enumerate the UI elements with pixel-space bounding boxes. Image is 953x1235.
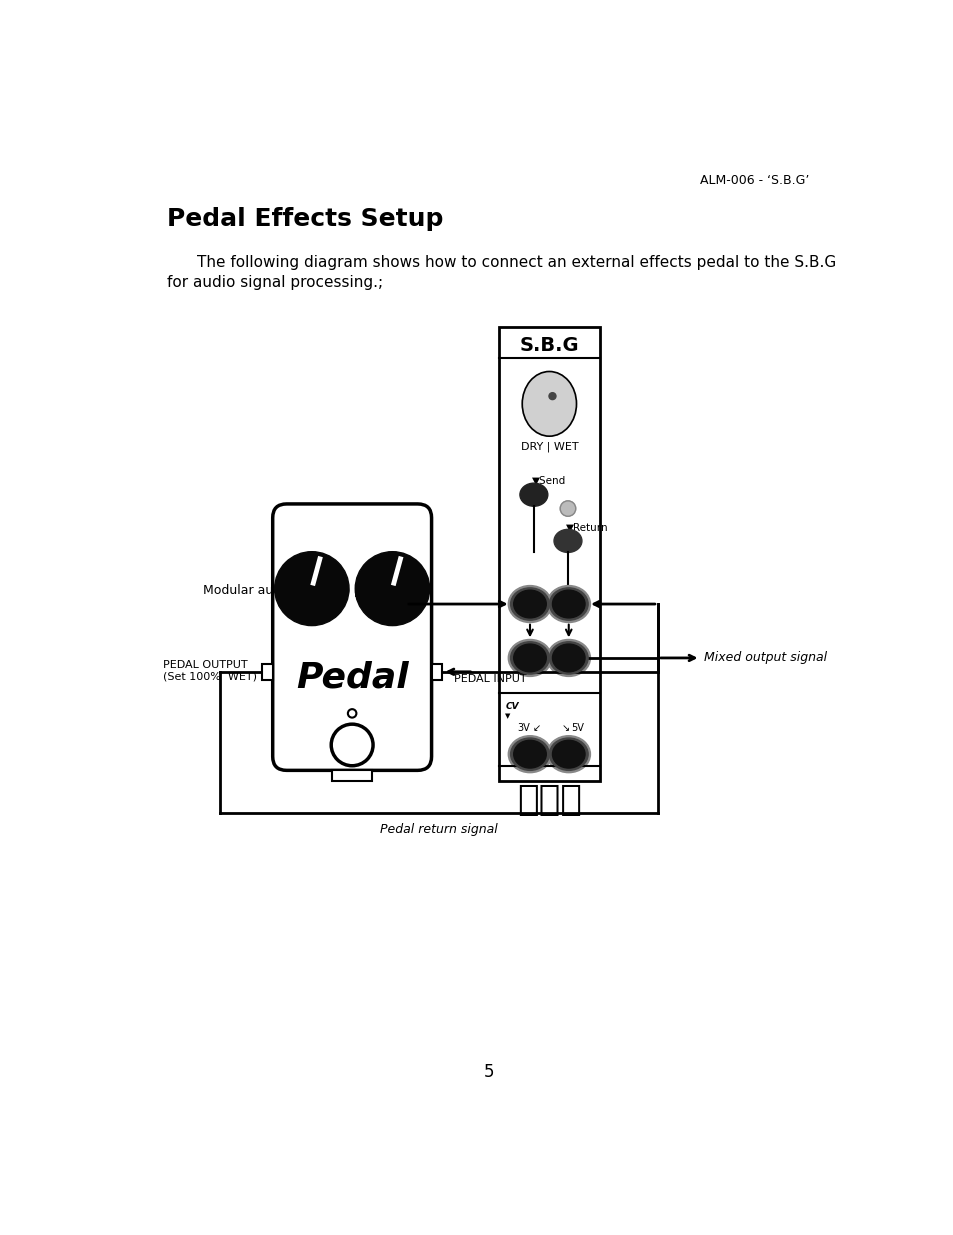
- Ellipse shape: [510, 642, 549, 674]
- Text: Modular audio signal to process: Modular audio signal to process: [203, 584, 402, 597]
- Text: The following diagram shows how to connect an external effects pedal to the S.B.: The following diagram shows how to conne…: [196, 254, 835, 269]
- Circle shape: [355, 552, 429, 626]
- Text: for audio signal processing.;: for audio signal processing.;: [167, 275, 383, 290]
- Ellipse shape: [513, 645, 546, 672]
- Text: ▼Return: ▼Return: [566, 522, 608, 532]
- Bar: [431, 664, 442, 679]
- Ellipse shape: [546, 640, 590, 677]
- Text: ↘: ↘: [561, 722, 569, 734]
- Ellipse shape: [546, 585, 590, 622]
- Ellipse shape: [510, 739, 549, 771]
- Circle shape: [548, 393, 556, 400]
- Ellipse shape: [546, 736, 590, 773]
- Text: Pedal Effects Setup: Pedal Effects Setup: [167, 207, 443, 231]
- Ellipse shape: [519, 483, 547, 506]
- Ellipse shape: [513, 590, 546, 618]
- Text: PEDAL INPUT: PEDAL INPUT: [454, 674, 526, 684]
- Ellipse shape: [549, 642, 587, 674]
- Text: 5V: 5V: [571, 722, 584, 734]
- Text: 𝓐𝓵𝓶: 𝓐𝓵𝓶: [517, 783, 581, 818]
- Ellipse shape: [552, 740, 584, 768]
- Text: CV: CV: [505, 701, 518, 711]
- Circle shape: [559, 501, 575, 516]
- Text: ↙: ↙: [532, 722, 539, 734]
- Ellipse shape: [549, 588, 587, 620]
- Text: S.B.G: S.B.G: [519, 336, 578, 354]
- Ellipse shape: [554, 530, 581, 552]
- Text: DRY | WET: DRY | WET: [520, 442, 578, 452]
- Ellipse shape: [510, 588, 549, 620]
- Ellipse shape: [521, 372, 576, 436]
- Ellipse shape: [508, 736, 551, 773]
- Ellipse shape: [508, 585, 551, 622]
- Ellipse shape: [508, 640, 551, 677]
- Ellipse shape: [513, 740, 546, 768]
- Text: Pedal return signal: Pedal return signal: [379, 824, 497, 836]
- Text: PEDAL OUTPUT
(Set 100%  WET): PEDAL OUTPUT (Set 100% WET): [163, 661, 257, 682]
- Bar: [332, 771, 372, 782]
- Ellipse shape: [552, 645, 584, 672]
- Text: 3V: 3V: [517, 722, 530, 734]
- Circle shape: [274, 552, 349, 626]
- Text: Pedal: Pedal: [295, 661, 408, 694]
- Text: ▼Send: ▼Send: [532, 477, 566, 487]
- FancyBboxPatch shape: [273, 504, 431, 771]
- Bar: [498, 327, 599, 782]
- Text: 5: 5: [483, 1063, 494, 1081]
- Ellipse shape: [552, 590, 584, 618]
- Text: ALM-006 - ‘S.B.G’: ALM-006 - ‘S.B.G’: [699, 174, 808, 186]
- Text: ▼: ▼: [505, 713, 510, 719]
- Ellipse shape: [549, 739, 587, 771]
- Text: Mixed output signal: Mixed output signal: [703, 651, 826, 664]
- Bar: [261, 664, 273, 679]
